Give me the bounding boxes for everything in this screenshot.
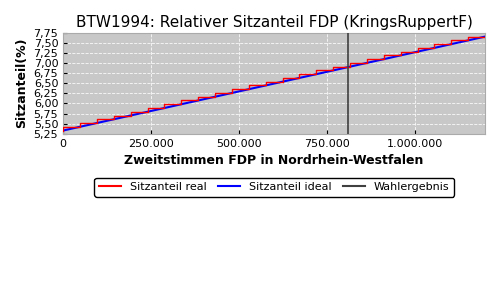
Y-axis label: Sitzanteil(%): Sitzanteil(%) xyxy=(15,38,28,128)
X-axis label: Zweitstimmen FDP in Nordrhein-Westfalen: Zweitstimmen FDP in Nordrhein-Westfalen xyxy=(124,154,424,167)
Title: BTW1994: Relativer Sitzanteil FDP (KringsRuppertF): BTW1994: Relativer Sitzanteil FDP (Kring… xyxy=(76,15,472,30)
Legend: Sitzanteil real, Sitzanteil ideal, Wahlergebnis: Sitzanteil real, Sitzanteil ideal, Wahle… xyxy=(94,178,454,197)
